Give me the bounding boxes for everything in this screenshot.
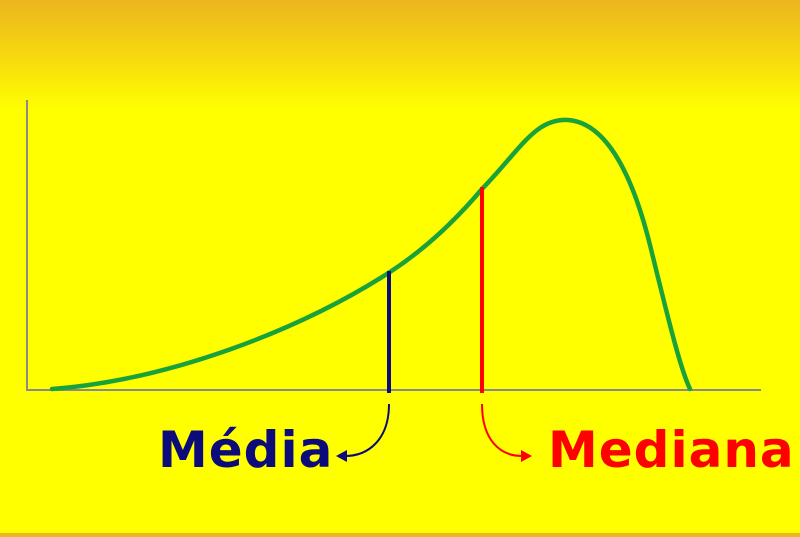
median-arrowhead	[521, 450, 532, 462]
distribution-curve	[49, 117, 693, 392]
median-label: Mediana	[548, 421, 795, 479]
median-arrow	[481, 403, 523, 457]
mean-arrow	[344, 403, 390, 457]
mean-label: Média	[158, 421, 334, 479]
mean-arrowhead	[336, 450, 347, 462]
